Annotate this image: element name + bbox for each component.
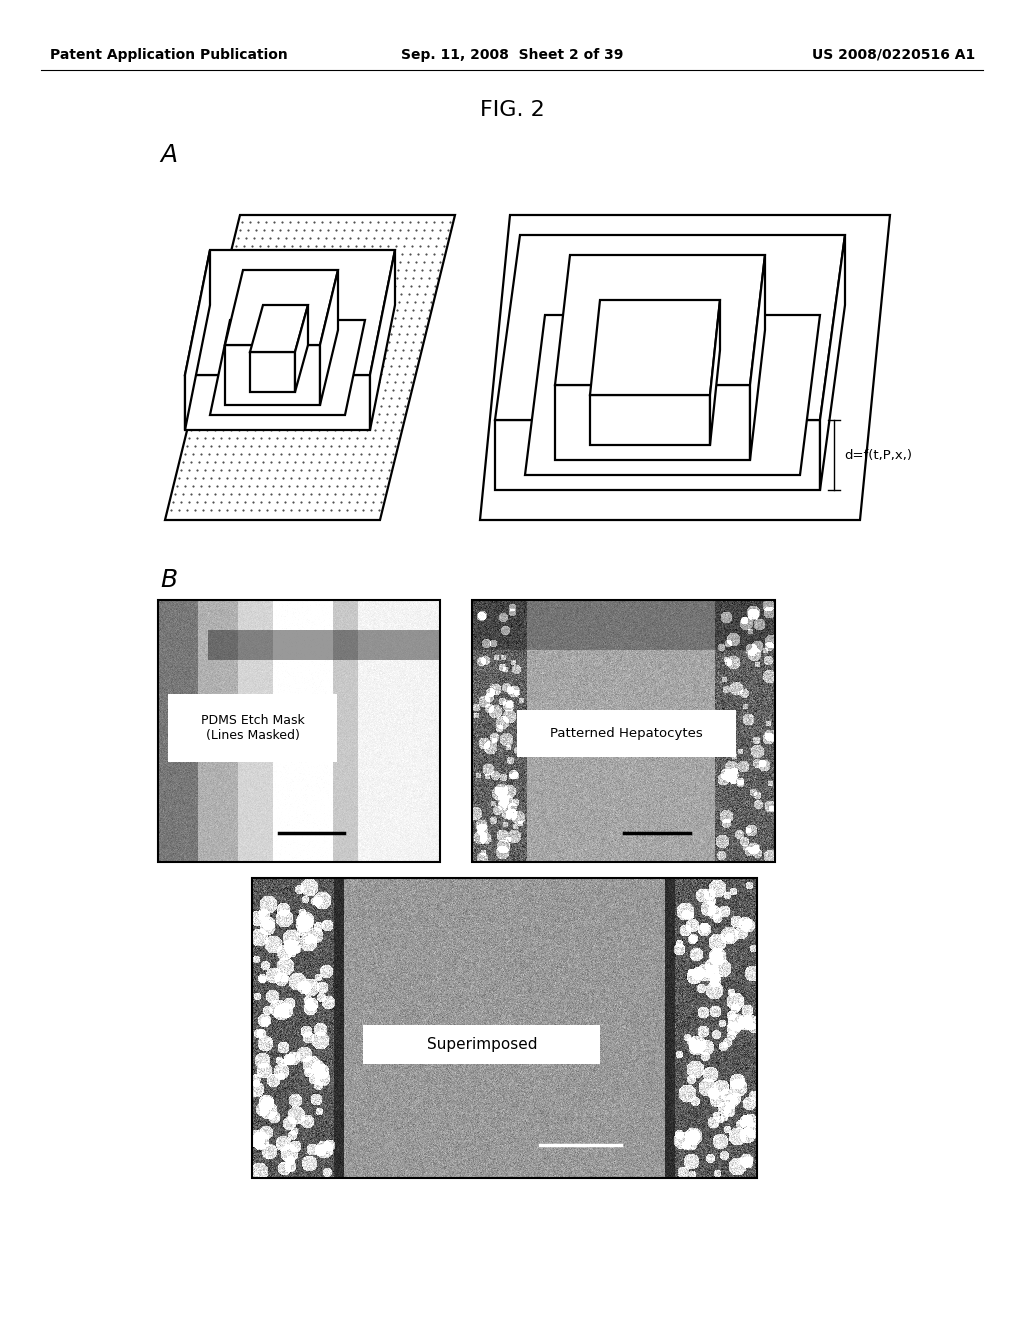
Bar — [472, 601, 775, 862]
Polygon shape — [250, 305, 308, 352]
Polygon shape — [555, 255, 765, 385]
Polygon shape — [495, 420, 820, 490]
Bar — [517, 710, 735, 758]
Bar — [252, 878, 757, 1177]
Text: PDMS Etch Mask
(Lines Masked): PDMS Etch Mask (Lines Masked) — [201, 714, 304, 742]
Polygon shape — [185, 375, 370, 430]
Polygon shape — [495, 235, 845, 420]
Polygon shape — [225, 345, 319, 405]
Text: B: B — [160, 568, 177, 591]
Polygon shape — [250, 352, 295, 392]
Text: Sep. 11, 2008  Sheet 2 of 39: Sep. 11, 2008 Sheet 2 of 39 — [400, 48, 624, 62]
Text: Superimposed: Superimposed — [427, 1038, 537, 1052]
Polygon shape — [185, 249, 395, 375]
Polygon shape — [820, 235, 845, 490]
Polygon shape — [525, 315, 820, 475]
Bar — [168, 694, 337, 763]
Polygon shape — [480, 215, 890, 520]
Polygon shape — [295, 305, 308, 392]
Polygon shape — [370, 249, 395, 430]
Polygon shape — [590, 300, 720, 395]
Text: d=f(t,P,x,): d=f(t,P,x,) — [844, 449, 912, 462]
Polygon shape — [555, 385, 750, 459]
Polygon shape — [750, 255, 765, 459]
Polygon shape — [225, 271, 338, 345]
Polygon shape — [590, 395, 710, 445]
Bar — [364, 1026, 600, 1064]
Polygon shape — [710, 300, 720, 445]
Polygon shape — [210, 319, 365, 414]
Bar — [158, 601, 440, 862]
Text: A: A — [160, 143, 177, 168]
Polygon shape — [319, 271, 338, 405]
Text: Patterned Hepatocytes: Patterned Hepatocytes — [550, 727, 702, 741]
Text: Patent Application Publication: Patent Application Publication — [50, 48, 288, 62]
Polygon shape — [165, 215, 455, 520]
Text: FIG. 2: FIG. 2 — [479, 100, 545, 120]
Text: US 2008/0220516 A1: US 2008/0220516 A1 — [812, 48, 975, 62]
Polygon shape — [185, 249, 210, 430]
